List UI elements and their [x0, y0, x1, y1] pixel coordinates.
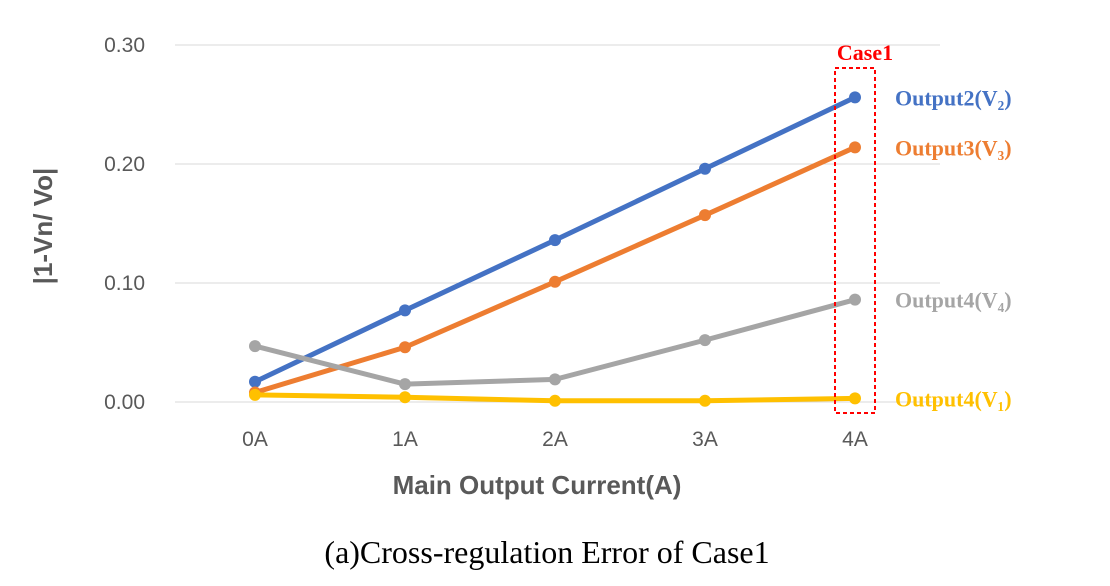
case-highlight-box [834, 67, 876, 414]
series-label: Output2(V₂) [895, 85, 1012, 110]
data-point [549, 234, 561, 247]
x-tick-label: 4A [842, 428, 868, 451]
data-point [849, 392, 861, 405]
y-tick-label: 0.00 [104, 391, 145, 414]
x-tick-label: 0A [242, 428, 268, 451]
data-point [849, 293, 861, 306]
data-point [249, 375, 261, 388]
data-point [699, 162, 711, 175]
y-tick-label: 0.10 [104, 272, 145, 295]
y-axis-title: |1-Vn/ Vo| [28, 168, 58, 285]
data-point [699, 209, 711, 222]
x-axis-title: Main Output Current(A) [393, 470, 682, 500]
gridlines [175, 44, 940, 403]
series-labels: Output2(V₂) Output3(V₃) Output4(V₄) Output4… [895, 85, 1012, 411]
series-label: Output4(V₄) [895, 288, 1012, 313]
x-tick-label: 1A [392, 428, 418, 451]
data-point [849, 141, 861, 154]
data-point [699, 334, 711, 347]
data-point [699, 394, 711, 407]
series-group [249, 91, 861, 407]
data-point [849, 91, 861, 104]
x-tick-label: 2A [542, 428, 568, 451]
figure-caption: (a)Cross-regulation Error of Case1 [324, 534, 769, 570]
x-tick-label: 3A [692, 428, 718, 451]
series-line [252, 144, 858, 395]
series-line [252, 297, 858, 387]
y-tick-labels: 0.00 0.10 0.20 0.30 [104, 34, 145, 414]
data-point [549, 275, 561, 288]
data-point [399, 378, 411, 391]
data-point [549, 394, 561, 407]
y-tick-label: 0.20 [104, 153, 145, 176]
series-label: Output3(V₃) [895, 135, 1012, 160]
data-point [249, 340, 261, 353]
data-point [399, 391, 411, 404]
data-point [399, 304, 411, 317]
case-label: Case1 [837, 40, 893, 65]
series-label: Output4(V₁) [895, 386, 1012, 411]
y-tick-label: 0.30 [104, 34, 145, 57]
x-tick-labels: 0A 1A 2A 3A 4A [242, 428, 868, 451]
data-point [549, 373, 561, 386]
data-point [249, 388, 261, 401]
data-point [399, 341, 411, 354]
